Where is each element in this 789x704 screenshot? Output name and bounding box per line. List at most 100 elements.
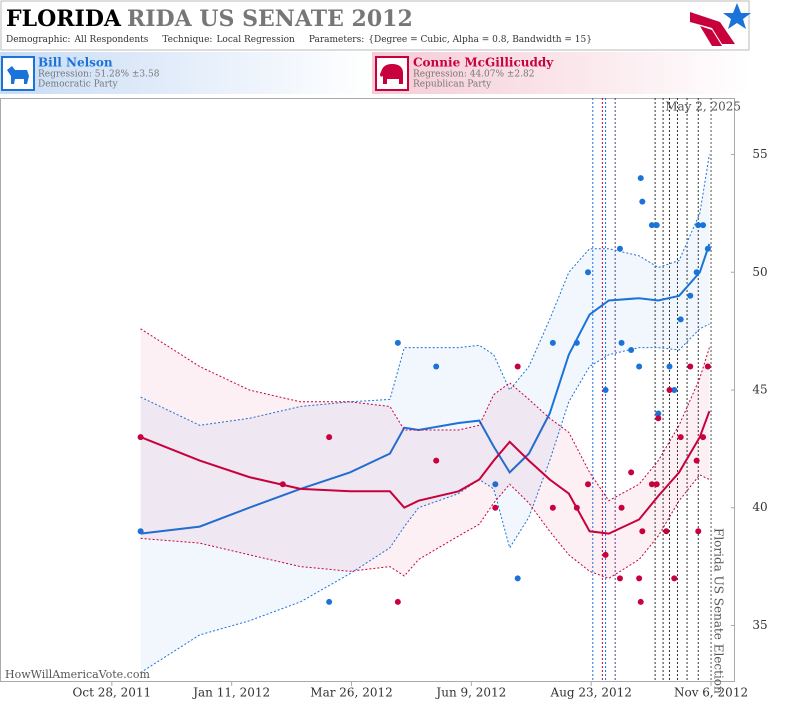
param-label: Parameters:: [309, 35, 364, 45]
poll-point: [326, 434, 333, 441]
band-upper: [140, 154, 710, 426]
poll-point: [433, 363, 440, 370]
regression-line: [140, 243, 711, 535]
poll-point: [653, 481, 660, 488]
poll-point: [616, 575, 623, 582]
rep-banner: [372, 52, 749, 94]
poll-point: [618, 504, 625, 511]
confidence-band: [140, 328, 710, 579]
parameters: Demographic: All Respondents Technique: Loc…: [6, 35, 592, 45]
poll-point: [628, 346, 635, 353]
param-label: Technique:: [162, 35, 212, 45]
poll-point: [628, 469, 635, 476]
legend-regression: Regression: 51.28% ±3.58: [38, 70, 160, 80]
regression-line: [140, 410, 711, 535]
param-value: {Degree = Cubic, Alpha = 0.8, Bandwidth …: [368, 35, 592, 45]
poll-point: [655, 415, 662, 422]
legend-regression: Regression: 44.07% ±2.82: [413, 70, 534, 80]
poll-point: [602, 551, 609, 558]
poll-point: [637, 175, 644, 182]
poll-point: [693, 269, 700, 276]
legend-party: Republican Party: [413, 80, 492, 90]
poll-point: [514, 363, 521, 370]
poll-point: [704, 363, 711, 370]
poll-point: [618, 339, 625, 346]
title-rest: RIDA US SENATE 2012: [127, 6, 413, 32]
date-note: May 2, 2025: [665, 100, 741, 114]
logo: [690, 3, 751, 46]
poll-point: [279, 481, 286, 488]
poll-point: [700, 434, 707, 441]
poll-point: [687, 363, 694, 370]
dem-banner: [0, 52, 372, 94]
poll-point: [585, 481, 591, 488]
poll-point: [663, 528, 670, 535]
x-tick-label: Aug 23, 2012: [550, 686, 632, 700]
legend-party: Democratic Party: [38, 80, 119, 90]
election-label: Florida US Senate Election: [712, 528, 726, 694]
poll-point: [700, 222, 707, 229]
y-tick-label: 55: [752, 147, 767, 161]
watermark: HowWillAmericaVote.com: [5, 668, 150, 681]
confidence-band: [140, 154, 710, 673]
poll-point: [693, 457, 700, 464]
poll-point: [648, 222, 655, 229]
poll-point: [677, 434, 684, 441]
poll-point: [492, 481, 499, 488]
dem-icon: [1, 56, 35, 91]
poll-point: [394, 339, 401, 346]
poll-point: [514, 575, 521, 582]
poll-point: [653, 222, 660, 229]
poll-point: [636, 575, 643, 582]
poll-point: [326, 598, 333, 605]
band-lower: [140, 323, 710, 674]
rep-icon: [375, 56, 409, 91]
poll-point: [573, 504, 580, 511]
poll-point: [666, 363, 673, 370]
poll-point: [704, 245, 711, 252]
poll-point: [687, 292, 694, 299]
poll-point: [585, 269, 591, 276]
poll-point: [639, 528, 646, 535]
y-tick-label: 50: [752, 265, 767, 279]
title-main: FLORIDA RIDA US SENATE 2012: [6, 6, 413, 32]
poll-point: [636, 363, 643, 370]
poll-point: [616, 245, 623, 252]
poll-point: [671, 387, 678, 393]
poll-point: [695, 528, 702, 535]
header-box: [0, 0, 750, 51]
param-value: All Respondents: [73, 35, 148, 45]
x-tick-label: Mar 26, 2012: [310, 686, 392, 700]
poll-point: [648, 481, 655, 488]
poll-point: [637, 598, 644, 605]
poll-point: [677, 316, 684, 323]
poll-point: [549, 339, 556, 346]
poll-point: [137, 434, 144, 441]
poll-point: [695, 222, 702, 229]
y-tick-label: 45: [752, 383, 767, 397]
poll-point: [394, 598, 401, 605]
x-tick-label: Jun 9, 2012: [434, 686, 506, 700]
poll-point: [433, 457, 440, 464]
poll-point: [573, 339, 580, 346]
poll-point: [602, 387, 609, 393]
poll-point: [492, 504, 499, 511]
poll-point: [655, 410, 662, 417]
param-value: Local Regression: [216, 35, 295, 45]
y-tick-label: 40: [752, 500, 767, 514]
parameter-line: Demographic: All Respondents Technique: Loc…: [6, 35, 592, 45]
poll-point: [671, 575, 678, 582]
x-tick-label: Oct 28, 2011: [73, 686, 152, 700]
poll-point: [639, 198, 646, 205]
y-tick-label: 35: [752, 618, 767, 632]
legend-name: Connie McGillicuddy: [413, 56, 554, 70]
legend-name: Bill Nelson: [38, 56, 113, 70]
x-tick-label: Jan 11, 2012: [191, 686, 270, 700]
poll-point: [137, 528, 144, 535]
title-main-text: FLORIDA: [6, 6, 122, 32]
poll-point: [666, 387, 673, 393]
poll-point: [549, 504, 556, 511]
x-tick-label: Nov 6, 2012: [674, 686, 748, 700]
